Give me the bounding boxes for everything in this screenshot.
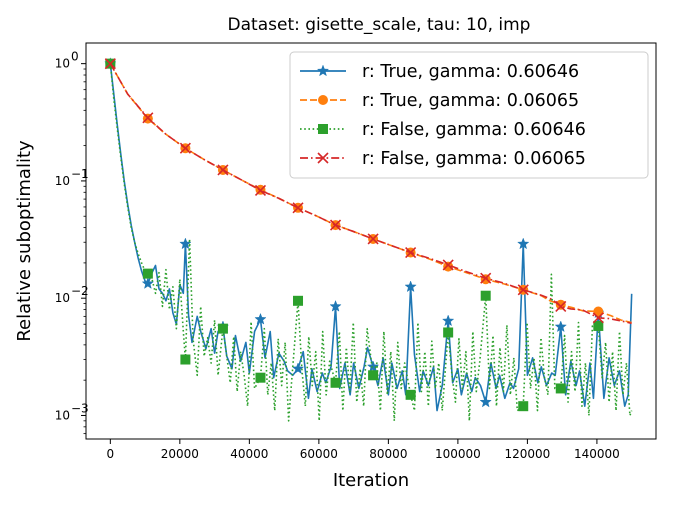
y-tick-label: 10	[55, 408, 70, 422]
x-tick-label: 60000	[300, 447, 338, 461]
series-4-point-11	[480, 272, 492, 284]
x-axis: 0 20000 40000 60000 80000 100000 120000 140000	[107, 439, 620, 461]
series-4-point-9	[405, 246, 417, 259]
plot-area	[104, 57, 633, 422]
x-tick-label: 120000	[504, 447, 550, 461]
series-4-point-4	[217, 164, 229, 176]
legend-marker	[318, 95, 328, 105]
series-3-point-4	[217, 323, 228, 334]
legend-marker	[317, 152, 329, 164]
legend-item-2: r: True, gamma: 0.06065	[300, 91, 579, 111]
legend-marker	[318, 124, 328, 134]
series-1-point-5	[254, 312, 267, 325]
series-1-point-2	[141, 277, 155, 289]
series-3-point-10	[443, 327, 454, 338]
series-4-point-7	[329, 219, 342, 231]
y-tick-exponent: −1	[71, 167, 89, 181]
series-3-point-3	[180, 354, 191, 365]
legend-label: r: True, gamma: 0.60646	[362, 62, 579, 82]
legend-box	[289, 51, 649, 179]
legend-label: r: False, gamma: 0.60646	[362, 120, 586, 140]
x-axis-label: Iteration	[333, 470, 409, 491]
y-tick-label: 10	[55, 57, 70, 71]
series-3-point-8	[368, 370, 379, 381]
legend-label: r: False, gamma: 0.06065	[362, 149, 586, 169]
x-tick-label: 100000	[435, 447, 481, 461]
series-4-point-3	[179, 142, 191, 154]
series-3-point-5	[255, 372, 266, 383]
x-tick-label: 0	[107, 447, 115, 461]
series-1-point-12	[517, 237, 530, 250]
legend-label: r: True, gamma: 0.06065	[362, 91, 579, 111]
y-tick-exponent: −3	[71, 401, 89, 415]
x-tick-label: 80000	[369, 447, 407, 461]
series-3-point-7	[330, 377, 341, 388]
series-1-point-10	[441, 314, 455, 327]
series-4-point-2	[142, 112, 154, 124]
series-line-2	[109, 63, 632, 324]
series-4-point-5	[254, 184, 267, 196]
series-line-4	[109, 63, 632, 325]
series-4-point-8	[367, 233, 379, 245]
legend-item-4: r: False, gamma: 0.06065	[300, 149, 586, 169]
legend-marker	[316, 64, 330, 77]
series-4-point-10	[442, 259, 454, 271]
legend-item-3: r: False, gamma: 0.60646	[300, 120, 586, 140]
x-tick-label: 140000	[574, 447, 620, 461]
series-4-point-6	[292, 202, 304, 214]
series-3-point-2	[142, 268, 153, 279]
series-4-point-13	[555, 300, 567, 313]
y-tick-label: 10	[55, 174, 70, 188]
y-axis-label: Relative suboptimality	[14, 140, 35, 342]
series-3-point-12	[518, 401, 529, 412]
series-3-point-6	[293, 295, 304, 306]
series-1-point-6	[291, 362, 305, 375]
y-tick-exponent: −2	[71, 284, 89, 298]
series-3-point-14	[593, 320, 604, 331]
series-2-point-14	[593, 306, 604, 317]
series-3-point-11	[480, 290, 491, 301]
y-tick-exponent: 0	[71, 50, 79, 64]
series-1-point-13	[554, 320, 567, 333]
series-line-3	[109, 63, 633, 422]
series-3-point-9	[405, 389, 416, 400]
y-tick-label: 10	[55, 291, 70, 305]
series-1-point-7	[329, 299, 342, 312]
legend-item-1: r: True, gamma: 0.60646	[300, 62, 579, 82]
chart-title: Dataset: gisette_scale, tau: 10, imp	[228, 15, 531, 35]
series-2-point-13	[555, 299, 566, 310]
x-tick-label: 20000	[161, 447, 199, 461]
series-1-point-8	[366, 360, 380, 373]
legend: r: True, gamma: 0.60646 r: True, gamma: 0…	[289, 51, 649, 179]
plot-frame	[85, 42, 657, 440]
series-4-point-1	[104, 58, 116, 70]
series-2-point-10	[443, 261, 454, 272]
series-4	[104, 58, 632, 325]
series-1-point-9	[404, 280, 417, 293]
x-tick-label: 40000	[230, 447, 268, 461]
series-1-point-11	[479, 395, 492, 408]
series-4-point-14	[592, 312, 604, 324]
series-3-point-13	[555, 383, 566, 394]
series-4-point-12	[517, 284, 529, 296]
